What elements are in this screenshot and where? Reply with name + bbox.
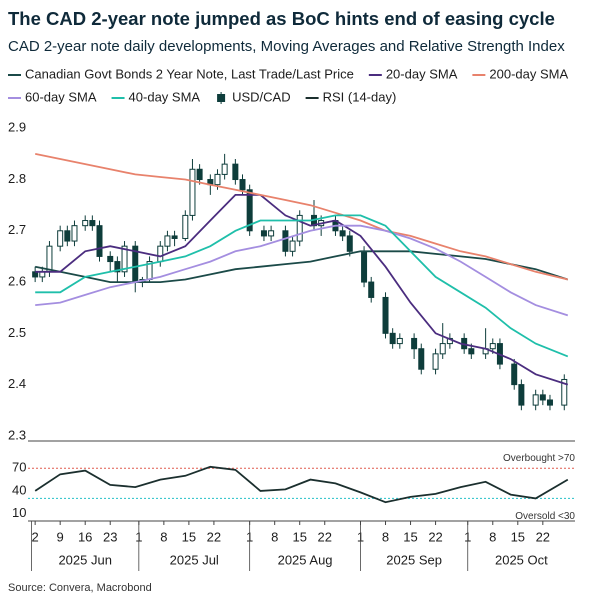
- candle-body: [157, 245, 164, 263]
- candle-body: [164, 235, 171, 247]
- candle-body: [239, 179, 246, 191]
- candle-body: [532, 394, 539, 406]
- month-label: 2025 Oct: [495, 552, 548, 567]
- x-tick-label: 22: [536, 529, 550, 544]
- x-tick-label: 22: [207, 529, 221, 544]
- y-tick-label: 2.7: [8, 222, 26, 237]
- y-tick-label: 2.5: [8, 325, 26, 340]
- chart-subtitle: CAD 2-year note daily developments, Movi…: [8, 38, 565, 55]
- candle-body: [171, 235, 178, 239]
- candle-body: [518, 384, 525, 406]
- candle-body: [260, 230, 267, 237]
- legend-label: RSI (14-day): [323, 89, 397, 104]
- x-tick-label: 15: [511, 529, 525, 544]
- month-label: 2025 Jul: [170, 552, 219, 567]
- y-tick-label: 70: [12, 460, 26, 475]
- candle-body: [296, 214, 303, 242]
- candle-body: [196, 168, 203, 181]
- candle-body: [368, 281, 375, 298]
- y-tick-label: 2.4: [8, 376, 26, 391]
- legend-label: 20-day SMA: [386, 66, 458, 81]
- candle-body: [489, 343, 496, 350]
- candle-body: [96, 225, 103, 257]
- chart-title: The CAD 2-year note jumped as BoC hints …: [8, 8, 555, 29]
- reference-label: Oversold <30: [515, 511, 575, 522]
- x-tick-label: 2: [32, 529, 39, 544]
- candle-body: [539, 394, 546, 401]
- legend-swatch: [217, 94, 226, 102]
- candle-body: [546, 399, 553, 406]
- x-tick-label: 22: [318, 529, 332, 544]
- x-tick-label: 8: [160, 529, 167, 544]
- candle-body: [82, 220, 89, 227]
- candle-body: [232, 163, 239, 181]
- series-line: [35, 250, 569, 283]
- x-tick-label: 8: [382, 529, 389, 544]
- x-tick-label: 8: [489, 529, 496, 544]
- candle-body: [561, 378, 568, 406]
- legend: Canadian Govt Bonds 2 Year Note, Last Tr…: [8, 66, 568, 104]
- month-label: 2025 Aug: [278, 552, 333, 567]
- candle-body: [89, 220, 96, 227]
- candle-body: [511, 363, 518, 386]
- candle-body: [411, 337, 418, 350]
- x-tick-label: 15: [403, 529, 417, 544]
- candle-body: [71, 225, 78, 242]
- candle-body: [214, 173, 221, 186]
- series-line: [35, 224, 569, 317]
- candle-body: [114, 261, 121, 273]
- legend-label: 60-day SMA: [25, 89, 97, 104]
- source-note: Source: Convera, Macrobond: [8, 582, 152, 594]
- reference-label: Overbought >70: [503, 453, 575, 464]
- y-tick-label: 10: [12, 505, 26, 520]
- candle-body: [121, 245, 128, 273]
- y-tick-label: 2.6: [8, 274, 26, 289]
- month-label: 2025 Sep: [386, 552, 442, 567]
- candle-body: [468, 348, 475, 355]
- candle-body: [57, 230, 64, 247]
- x-tick-label: 16: [78, 529, 92, 544]
- x-tick-label: 22: [428, 529, 442, 544]
- x-tick-label: 15: [182, 529, 196, 544]
- legend-label: 200-day SMA: [489, 66, 568, 81]
- candle-body: [339, 230, 346, 237]
- candle-body: [182, 214, 189, 239]
- y-tick-label: 2.3: [8, 427, 26, 442]
- candle-body: [418, 348, 425, 370]
- candle-body: [346, 235, 353, 252]
- candle-body: [432, 353, 439, 370]
- legend-label: 40-day SMA: [129, 89, 201, 104]
- month-label: 2025 Jun: [58, 552, 112, 567]
- series-line: [35, 214, 569, 358]
- candle-body: [221, 163, 228, 175]
- candle-body: [64, 230, 71, 242]
- x-tick-label: 8: [271, 529, 278, 544]
- candle-body: [361, 250, 368, 283]
- y-tick-label: 2.9: [8, 120, 26, 135]
- candle-body: [189, 168, 196, 216]
- series-line: [35, 153, 569, 281]
- candle-body: [396, 337, 403, 345]
- candle-body: [439, 343, 446, 355]
- legend-label: USD/CAD: [232, 89, 291, 104]
- y-tick-label: 2.8: [8, 171, 26, 186]
- candle-body: [389, 332, 396, 345]
- candle-body: [246, 189, 253, 232]
- x-tick-label: 15: [292, 529, 306, 544]
- x-tick-label: 9: [57, 529, 64, 544]
- y-tick-label: 40: [12, 482, 26, 497]
- candle-body: [382, 296, 389, 334]
- x-tick-label: 23: [103, 529, 117, 544]
- candle-body: [268, 230, 275, 237]
- candle-body: [282, 230, 289, 252]
- candle-body: [289, 240, 296, 252]
- series-line: [34, 465, 569, 504]
- legend-label: Canadian Govt Bonds 2 Year Note, Last Tr…: [25, 66, 354, 81]
- candle-body: [46, 245, 53, 273]
- candle-body: [32, 271, 39, 278]
- candle-body: [107, 255, 114, 263]
